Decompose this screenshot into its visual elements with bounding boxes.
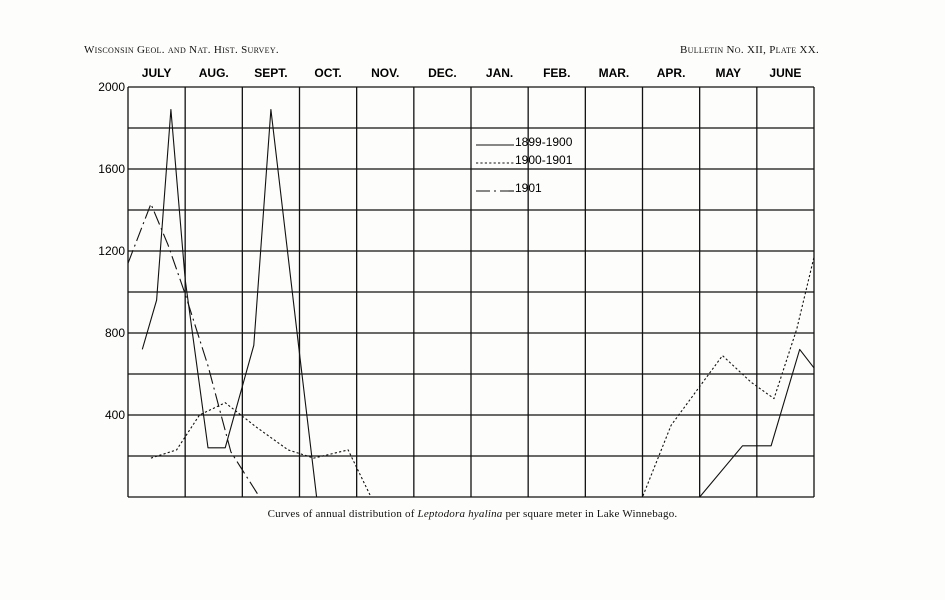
caption-tail: per square meter in Lake Winnebago. [502, 508, 678, 520]
month-label: AUG. [199, 66, 229, 80]
y-tick-label: 2000 [98, 80, 125, 94]
series-line-1899-1900 [141, 109, 815, 498]
y-tick-label: 1200 [98, 244, 125, 258]
month-labels: JULY AUG. SEPT. OCT. NOV. DEC. JAN. FEB. MAR. APR… [142, 66, 802, 80]
month-label: APR. [657, 66, 686, 80]
series-line-1901 [127, 203, 260, 498]
y-tick-labels: 400 800 1200 1600 2000 [98, 80, 125, 422]
y-tick-label: 800 [105, 326, 125, 340]
series-line-1900-1901 [150, 256, 815, 498]
legend: 1899-1900 1900-1901 1901 [476, 135, 573, 195]
caption-lead: Curves of annual distribution of [267, 508, 418, 520]
month-label: JUNE [769, 66, 801, 80]
plate-header-survey: Wisconsin Geol. and Nat. Hist. Survey. [84, 44, 279, 56]
y-tick-label: 400 [105, 408, 125, 422]
plate-header-bulletin: Bulletin No. XII, Plate XX. [680, 44, 819, 56]
month-label: OCT. [314, 66, 341, 80]
figure-caption: Curves of annual distribution of Leptodo… [0, 508, 945, 520]
month-label: DEC. [428, 66, 457, 80]
month-label: FEB. [543, 66, 570, 80]
month-label: SEPT. [254, 66, 287, 80]
month-label: JAN. [486, 66, 513, 80]
month-label: MAR. [599, 66, 630, 80]
month-label: MAY [715, 66, 741, 80]
caption-species: Leptodora hyalina [417, 508, 503, 520]
legend-label: 1901 [515, 181, 542, 195]
month-label: NOV. [371, 66, 399, 80]
legend-label: 1900-1901 [515, 153, 573, 167]
grid [127, 86, 815, 498]
month-label: JULY [142, 66, 172, 80]
legend-label: 1899-1900 [515, 135, 573, 149]
series-lines [127, 109, 815, 498]
y-tick-label: 1600 [98, 162, 125, 176]
